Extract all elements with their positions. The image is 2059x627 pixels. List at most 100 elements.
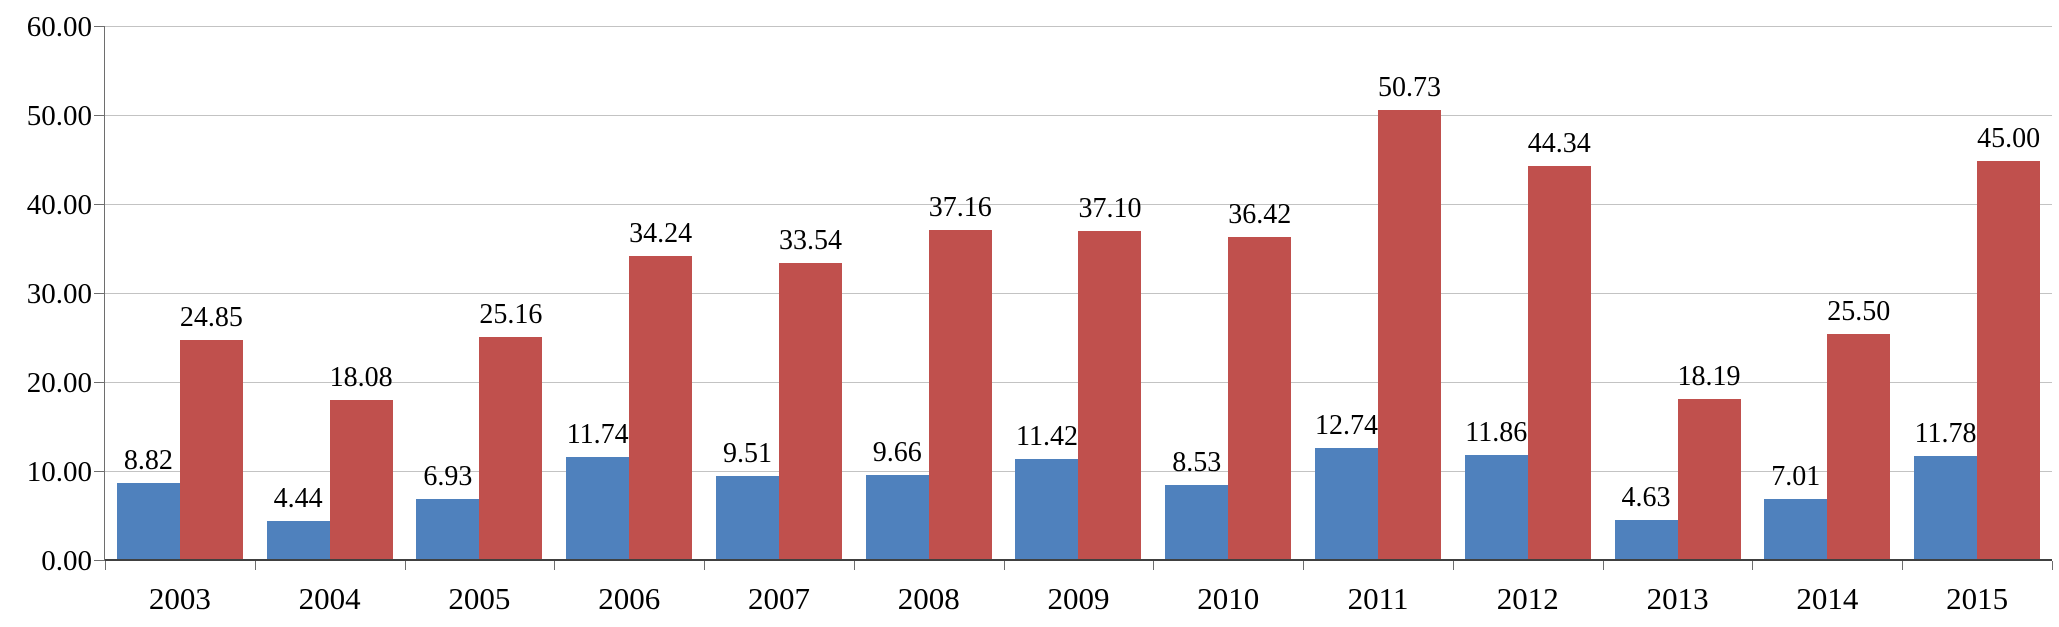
y-axis-tick bbox=[94, 115, 105, 116]
bar-red-2013: 18.19 bbox=[1677, 362, 1741, 561]
bar-blue-2006: 11.74 bbox=[566, 419, 630, 561]
y-tick-label: 50.00 bbox=[26, 100, 92, 132]
bar-group-2015: 11.78 45.00 bbox=[1902, 27, 2052, 561]
bar-red-2012: 44.34 bbox=[1527, 129, 1591, 561]
y-axis-tick bbox=[94, 382, 105, 383]
x-axis-tick bbox=[1452, 561, 1454, 570]
x-axis-tick bbox=[1602, 561, 1604, 570]
bar-blue-2010: 8.53 bbox=[1165, 448, 1229, 561]
gridline bbox=[105, 26, 2052, 27]
y-axis-labels: 0.00 10.00 20.00 30.00 40.00 50.00 60.00 bbox=[0, 11, 92, 577]
bar-blue-2003: 8.82 bbox=[116, 445, 180, 561]
x-axis-tick bbox=[1303, 561, 1305, 570]
x-axis-tick bbox=[554, 561, 556, 570]
plot-area: 8.82 24.85 4.44 18.08 6.93 25.16 11.74 34.24 9.5… bbox=[94, 26, 2053, 570]
x-axis-line bbox=[105, 559, 2052, 561]
bar-blue-2005: 6.93 bbox=[416, 462, 480, 561]
bar-group-2008: 9.66 37.16 bbox=[854, 27, 1004, 561]
x-axis-tick bbox=[1003, 561, 1005, 570]
bar-value-label-blue-2003: 8.82 bbox=[123, 444, 173, 476]
y-axis-tick bbox=[94, 560, 105, 561]
bar-group-2006: 11.74 34.24 bbox=[554, 27, 704, 561]
x-tick-label-2013: 2013 bbox=[1646, 581, 1709, 616]
bar-group-2011: 12.74 50.73 bbox=[1303, 27, 1453, 561]
x-axis-tick bbox=[2052, 561, 2053, 570]
y-tick-label: 40.00 bbox=[26, 189, 92, 222]
bar-red-2008: 37.16 bbox=[928, 193, 992, 561]
bar-group-2003: 8.82 24.85 bbox=[105, 27, 255, 561]
bar-group-2005: 6.93 25.16 bbox=[405, 27, 555, 561]
bar-group-2010: 8.53 36.42 bbox=[1153, 27, 1303, 561]
bar-value-label-red-2008: 37.16 bbox=[928, 192, 992, 224]
bar-group-2004: 4.44 18.08 bbox=[255, 27, 405, 561]
gridline bbox=[105, 204, 2052, 205]
y-axis-tick bbox=[94, 293, 105, 294]
x-axis-tick bbox=[1153, 561, 1155, 570]
bar-value-label-blue-2013: 4.63 bbox=[1621, 481, 1671, 513]
x-tick-label-2014: 2014 bbox=[1796, 581, 1859, 616]
bar-group-2009: 11.42 37.10 bbox=[1004, 27, 1154, 561]
x-axis-labels: 2003 2004 2005 2006 2007 2008 2009 2010 2011 2012… bbox=[105, 569, 2052, 627]
bar-group-2013: 4.63 18.19 bbox=[1603, 27, 1753, 561]
y-axis-line bbox=[104, 27, 105, 561]
x-axis-tick bbox=[1752, 561, 1754, 570]
bar-value-label-blue-2008: 9.66 bbox=[872, 437, 922, 469]
x-tick-label-2012: 2012 bbox=[1496, 581, 1559, 616]
x-axis-tick bbox=[853, 561, 855, 570]
bar-blue-2007: 9.51 bbox=[715, 439, 779, 561]
y-tick-label: 20.00 bbox=[26, 367, 92, 400]
bar-value-label-blue-2014: 7.01 bbox=[1771, 460, 1821, 492]
bar-blue-2013: 4.63 bbox=[1614, 482, 1678, 561]
bar-group-2012: 11.86 44.34 bbox=[1453, 27, 1603, 561]
bar-blue-2009: 11.42 bbox=[1015, 422, 1079, 561]
x-axis-tick bbox=[704, 561, 706, 570]
y-tick-label: 10.00 bbox=[26, 456, 92, 489]
bar-value-label-red-2014: 25.50 bbox=[1827, 296, 1891, 328]
x-tick-label-2003: 2003 bbox=[148, 581, 211, 616]
bar-value-label-blue-2005: 6.93 bbox=[423, 461, 473, 493]
bar-value-label-red-2006: 34.24 bbox=[629, 218, 693, 250]
bar-value-label-red-2003: 24.85 bbox=[179, 301, 243, 333]
gridline bbox=[105, 115, 2052, 116]
y-axis-tick bbox=[94, 204, 105, 205]
y-axis-tick bbox=[94, 471, 105, 472]
x-tick-label-2015: 2015 bbox=[1946, 581, 2009, 616]
bar-value-label-blue-2009: 11.42 bbox=[1015, 421, 1078, 453]
x-tick-label-2010: 2010 bbox=[1197, 581, 1260, 616]
bar-value-label-red-2015: 45.00 bbox=[1977, 122, 2041, 154]
bar-value-label-blue-2007: 9.51 bbox=[722, 438, 772, 470]
bar-value-label-blue-2011: 12.74 bbox=[1315, 409, 1378, 441]
bar-red-2015: 45.00 bbox=[1977, 123, 2041, 561]
bar-red-2009: 37.10 bbox=[1078, 193, 1142, 561]
bar-value-label-red-2010: 36.42 bbox=[1228, 198, 1292, 230]
x-tick-label-2004: 2004 bbox=[298, 581, 361, 616]
x-tick-label-2006: 2006 bbox=[598, 581, 661, 616]
x-tick-label-2008: 2008 bbox=[897, 581, 960, 616]
bar-value-label-red-2007: 33.54 bbox=[778, 224, 842, 256]
bar-value-label-red-2013: 18.19 bbox=[1677, 361, 1741, 393]
plot-groups: 8.82 24.85 4.44 18.08 6.93 25.16 11.74 34.24 9.5… bbox=[105, 27, 2052, 561]
x-tick-label-2009: 2009 bbox=[1047, 581, 1110, 616]
bar-value-label-blue-2012: 11.86 bbox=[1465, 417, 1528, 449]
bar-red-2007: 33.54 bbox=[778, 225, 842, 561]
x-axis-tick bbox=[105, 561, 106, 570]
bar-blue-2004: 4.44 bbox=[266, 484, 330, 561]
y-axis-tick bbox=[94, 26, 105, 27]
bar-blue-2014: 7.01 bbox=[1764, 461, 1828, 561]
bar-value-label-red-2009: 37.10 bbox=[1078, 192, 1142, 224]
x-axis-tick bbox=[254, 561, 256, 570]
bar-blue-2012: 11.86 bbox=[1464, 418, 1528, 561]
bar-group-2007: 9.51 33.54 bbox=[704, 27, 854, 561]
bar-value-label-red-2011: 50.73 bbox=[1378, 71, 1441, 103]
bar-blue-2008: 9.66 bbox=[865, 438, 929, 561]
bar-value-label-red-2012: 44.34 bbox=[1527, 128, 1591, 160]
y-tick-label: 0.00 bbox=[41, 545, 92, 577]
bar-red-2005: 25.16 bbox=[479, 300, 543, 561]
bar-value-label-red-2005: 25.16 bbox=[479, 299, 543, 331]
bar-group-2014: 7.01 25.50 bbox=[1752, 27, 1902, 561]
x-tick-label-2005: 2005 bbox=[448, 581, 511, 616]
x-tick-label-2007: 2007 bbox=[747, 581, 810, 616]
bar-value-label-blue-2015: 11.78 bbox=[1914, 418, 1977, 450]
bar-value-label-blue-2010: 8.53 bbox=[1172, 447, 1222, 479]
x-tick-label-2011: 2011 bbox=[1347, 581, 1409, 616]
